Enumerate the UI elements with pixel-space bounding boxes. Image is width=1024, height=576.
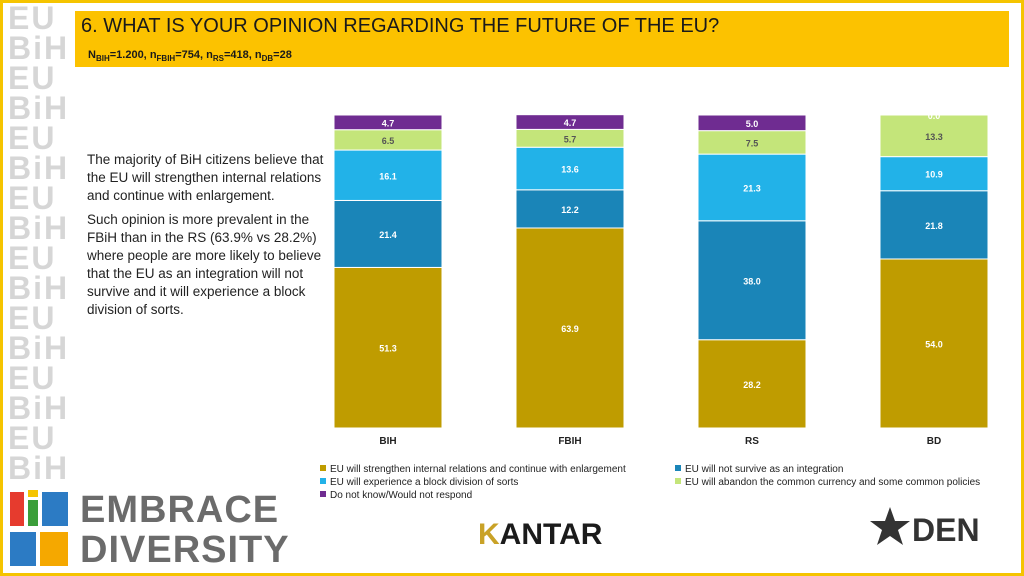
data-label-fbih-series-2: 13.6	[561, 165, 579, 175]
data-label-bih-series-4: 4.7	[382, 118, 395, 128]
legend-item-block-division: EU will experience a block division of s…	[320, 477, 518, 488]
bar-bih-series-0	[333, 266, 443, 429]
data-label-rs-series-1: 38.0	[743, 276, 761, 286]
data-label-bd-series-3: 13.3	[925, 132, 943, 142]
description-paragraph-2: Such opinion is more prevalent in the FB…	[87, 212, 322, 317]
bar-bih-series-1	[333, 199, 443, 268]
bar-bih-series-2	[333, 149, 443, 201]
bar-rs-series-4	[697, 114, 807, 132]
data-label-fbih-series-1: 12.2	[561, 205, 579, 215]
category-label-fbih: FBIH	[558, 436, 581, 447]
embrace-diversity-wordmark: EMBRACE DIVERSITY	[80, 489, 290, 571]
legend-swatch	[675, 478, 681, 484]
legend-swatch	[675, 465, 681, 471]
data-label-bih-series-1: 21.4	[379, 230, 397, 240]
legend-swatch	[320, 491, 326, 497]
header-bar: 6. WHAT IS YOUR OPINION REGARDING THE FU…	[75, 11, 1009, 67]
sample-sizes: NBIH=1.200, nFBIH=754, nRS=418, nDB=28	[88, 49, 292, 64]
side-pattern-decoration: EU BiH EU BiH EU BiH EU BiH EU BiH EU Bi…	[8, 0, 70, 486]
stacked-bar-chart: 51.3 21.4 16.1 6.5 4.7 BIH 63.9 12.2 13.6 5.7 4.7 F…	[333, 111, 989, 447]
legend-swatch	[320, 465, 326, 471]
description-text: The majority of BiH citizens believe tha…	[87, 151, 337, 325]
bar-fbih-series-0	[515, 227, 625, 429]
embrace-diversity-logo-mark	[10, 490, 68, 566]
category-label-bih: BIH	[379, 436, 396, 447]
category-label-bd: BD	[927, 436, 941, 447]
den-logo: DEN	[870, 507, 980, 548]
data-label-rs-series-3: 7.5	[746, 138, 759, 148]
data-label-bd-series-4: 0.0	[928, 111, 941, 121]
bar-bd-series-3	[879, 114, 989, 158]
bar-bih-series-4	[333, 114, 443, 131]
bar-bd-series-0	[879, 258, 989, 429]
data-label-bd-series-1: 21.8	[925, 221, 943, 231]
legend-swatch	[320, 478, 326, 484]
bar-rs-series-2	[697, 153, 807, 222]
legend-item-abandon-currency: EU will abandon the common currency and …	[675, 477, 980, 488]
data-label-rs-series-2: 21.3	[743, 183, 761, 193]
bar-rs-series-0	[697, 339, 807, 429]
legend-item-not-survive: EU will not survive as an integration	[675, 464, 843, 475]
svg-text:DEN: DEN	[912, 512, 980, 548]
kantar-logo: KANTAR	[478, 518, 603, 551]
data-label-fbih-series-0: 63.9	[561, 324, 579, 334]
page-title: 6. WHAT IS YOUR OPINION REGARDING THE FU…	[81, 15, 720, 37]
data-label-rs-series-0: 28.2	[743, 380, 761, 390]
bar-rs-series-1	[697, 220, 807, 341]
legend-item-strengthen: EU will strengthen internal relations an…	[320, 464, 626, 475]
data-label-bih-series-0: 51.3	[379, 344, 397, 354]
bar-fbih-series-4	[515, 114, 625, 130]
data-label-fbih-series-3: 5.7	[564, 134, 577, 144]
legend-item-dont-know: Do not know/Would not respond	[320, 490, 472, 501]
data-label-bih-series-2: 16.1	[379, 171, 397, 181]
bar-fbih-series-1	[515, 189, 625, 229]
bar-fbih-series-2	[515, 146, 625, 191]
data-label-bih-series-3: 6.5	[382, 136, 395, 146]
description-paragraph-1: The majority of BiH citizens believe tha…	[87, 152, 324, 203]
data-label-bd-series-2: 10.9	[925, 170, 943, 180]
data-label-bd-series-0: 54.0	[925, 339, 943, 349]
data-label-rs-series-4: 5.0	[746, 119, 759, 129]
category-label-rs: RS	[745, 436, 759, 447]
data-label-fbih-series-4: 4.7	[564, 118, 577, 128]
